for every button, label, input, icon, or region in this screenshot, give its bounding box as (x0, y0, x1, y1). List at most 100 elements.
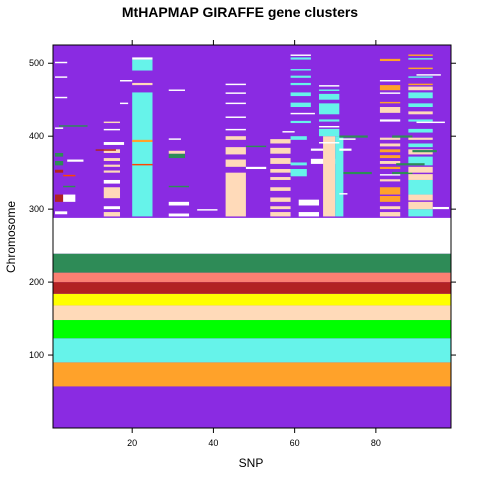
heatmap-cell (319, 128, 340, 137)
heatmap-cell (103, 158, 121, 161)
heatmap-cell (55, 61, 68, 64)
heatmap-cell (408, 128, 433, 133)
heatmap-cell (103, 121, 121, 124)
heatmap-cell (290, 57, 311, 60)
heatmap-cell (270, 206, 291, 210)
heatmap-cell (225, 159, 246, 167)
heatmap-cell (63, 194, 76, 202)
y-tick-label: 500 (29, 58, 44, 68)
heatmap-cell (408, 86, 433, 91)
heatmap-cell (379, 187, 401, 195)
heatmap-cell (408, 174, 433, 180)
heatmap-cell (339, 135, 368, 138)
heatmap-cell (63, 185, 76, 188)
heatmap-cell (319, 119, 340, 122)
heatmap-cell (339, 138, 356, 140)
heatmap-cell (408, 194, 433, 201)
heatmap-cell (416, 74, 441, 76)
row-band (53, 293, 451, 306)
heatmap-cell (408, 201, 433, 210)
heatmap-cell (132, 92, 153, 217)
heatmap-cell (55, 96, 68, 99)
x-tick-label: 40 (208, 438, 218, 448)
heatmap-cell (379, 212, 401, 217)
heatmap-cell (225, 102, 246, 105)
y-tick-label: 100 (29, 350, 44, 360)
row-band (53, 272, 451, 283)
heatmap-cell (168, 89, 185, 91)
heatmap-cell (408, 137, 433, 140)
x-tick-label: 60 (290, 438, 300, 448)
heatmap-cell (270, 177, 291, 180)
heatmap-cell (408, 103, 433, 108)
heatmap-cell (408, 119, 433, 122)
chart-title: MtHAPMAP GIRAFFE gene clusters (121, 4, 359, 20)
heatmap-cell (408, 209, 433, 217)
heatmap-cell (59, 125, 88, 127)
heatmap-cell (270, 197, 291, 202)
heatmap-cell (319, 85, 340, 87)
heatmap-cell (290, 92, 311, 97)
heatmap-cell (245, 145, 267, 148)
heatmap-cell (103, 206, 121, 210)
heatmap-cell (408, 179, 433, 195)
heatmap-cell (335, 136, 344, 217)
row-band (53, 338, 451, 363)
heatmap-cell (290, 169, 307, 177)
heatmap-cell (95, 149, 116, 151)
heatmap-cell (416, 121, 445, 124)
heatmap-cell (379, 119, 401, 122)
heatmap-cell (319, 125, 340, 128)
heatmap-cell (412, 150, 437, 153)
heatmap-cell (103, 187, 121, 199)
heatmap-cell (343, 171, 372, 175)
heatmap-cell (225, 147, 246, 155)
heatmap-cell (168, 213, 190, 217)
y-axis-title: Chromosome (4, 201, 18, 273)
heatmap-cell (379, 137, 401, 140)
heatmap-cell (225, 128, 246, 131)
heatmap-cell (408, 166, 433, 173)
heatmap-cell (310, 158, 336, 164)
heatmap-cell (319, 142, 340, 144)
heatmap-cell (379, 166, 401, 170)
heatmap-cell (379, 107, 401, 113)
heatmap-cell (379, 155, 401, 159)
heatmap-cell (323, 136, 336, 217)
heatmap-cell (103, 170, 121, 173)
heatmap-cell (408, 67, 433, 70)
heatmap-cell (225, 136, 246, 140)
heatmap-cell (132, 139, 153, 143)
heatmap-cell (408, 92, 433, 99)
heatmap-cell (55, 127, 64, 129)
heatmap-cell (392, 135, 413, 138)
heatmap-cell (168, 150, 185, 154)
heatmap-cell (168, 138, 181, 140)
heatmap-cell (225, 172, 246, 217)
x-tick-label: 80 (371, 438, 381, 448)
heatmap-cell (103, 212, 121, 217)
heatmap-cell (339, 193, 348, 195)
heatmap-cell (225, 83, 246, 86)
heatmap-cell (290, 162, 307, 166)
heatmap-cell (103, 179, 121, 184)
heatmap-cell (290, 75, 311, 78)
heatmap-cell (379, 80, 401, 82)
heatmap-cell (290, 69, 311, 71)
heatmap-cell (379, 85, 401, 91)
x-axis-title: SNP (239, 456, 264, 470)
heatmap-cell (168, 201, 190, 206)
heatmap-cell (270, 187, 291, 191)
heatmap-cell (379, 143, 401, 147)
heatmap-cell (379, 196, 401, 202)
heatmap-cell (55, 194, 64, 202)
heatmap-cell (132, 163, 153, 166)
heatmap-cell (55, 160, 64, 166)
heatmap-cell (290, 82, 311, 86)
heatmap-cell (270, 158, 291, 164)
heatmap-cell (55, 169, 64, 173)
heatmap-cell (245, 166, 267, 170)
row-band (53, 217, 451, 254)
heatmap-cell (290, 54, 311, 56)
